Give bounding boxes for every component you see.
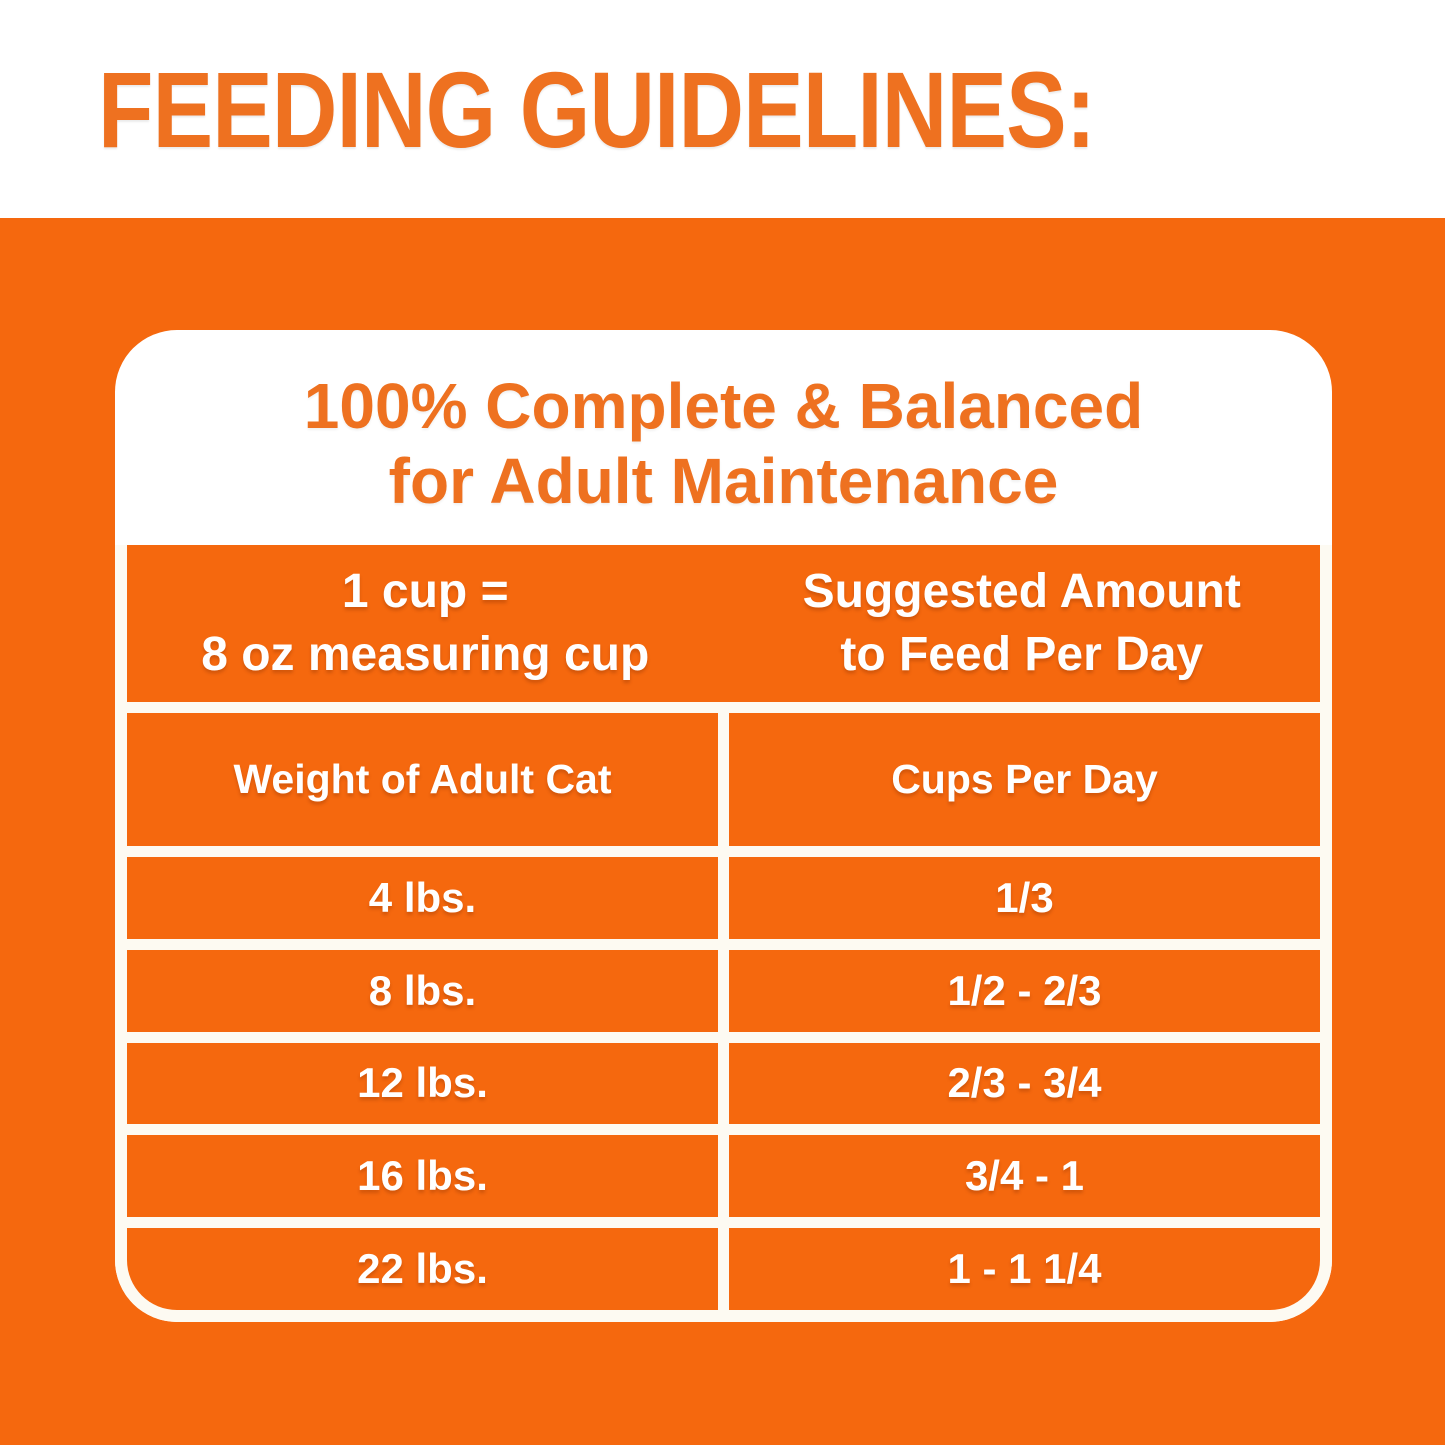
cups-cell: 1/2 - 2/3 bbox=[729, 949, 1320, 1032]
header-measuring-line1: 1 cup = bbox=[341, 565, 509, 619]
cups-cell: 1/3 bbox=[729, 857, 1320, 939]
feeding-table: 1 cup = 8 oz measuring cup Suggested Amo… bbox=[115, 545, 1332, 1322]
col-header-cups: Cups Per Day bbox=[729, 713, 1320, 846]
header-measuring-line2: 8 oz measuring cup bbox=[201, 627, 650, 681]
top-band: FEEDING GUIDELINES: bbox=[0, 0, 1445, 218]
weight-cell: 8 lbs. bbox=[127, 949, 718, 1032]
cups-cell: 3/4 - 1 bbox=[729, 1135, 1320, 1218]
weight-cell: 22 lbs. bbox=[127, 1228, 718, 1310]
header-suggested-line2: to Feed Per Day bbox=[840, 627, 1204, 681]
guidelines-card: 100% Complete & Balanced for Adult Maint… bbox=[115, 330, 1332, 1322]
col-header-weight: Weight of Adult Cat bbox=[127, 713, 718, 846]
header-cell-suggested-amount: Suggested Amount to Feed Per Day bbox=[724, 561, 1321, 686]
weight-cell: 12 lbs. bbox=[127, 1042, 718, 1125]
weight-cell: 16 lbs. bbox=[127, 1135, 718, 1218]
card-title: 100% Complete & Balanced for Adult Maint… bbox=[115, 330, 1332, 545]
weight-cell: 4 lbs. bbox=[127, 857, 718, 939]
page-title: FEEDING GUIDELINES: bbox=[98, 48, 1096, 170]
header-suggested-line1: Suggested Amount bbox=[802, 565, 1241, 619]
table-header-row: 1 cup = 8 oz measuring cup Suggested Amo… bbox=[127, 545, 1320, 702]
header-cell-measuring-cup: 1 cup = 8 oz measuring cup bbox=[127, 561, 724, 686]
card-title-line2: for Adult Maintenance bbox=[388, 444, 1059, 517]
orange-background: 100% Complete & Balanced for Adult Maint… bbox=[0, 218, 1445, 1445]
card-title-line1: 100% Complete & Balanced bbox=[303, 370, 1144, 443]
cups-cell: 1 - 1 1/4 bbox=[729, 1228, 1320, 1310]
cups-cell: 2/3 - 3/4 bbox=[729, 1042, 1320, 1125]
